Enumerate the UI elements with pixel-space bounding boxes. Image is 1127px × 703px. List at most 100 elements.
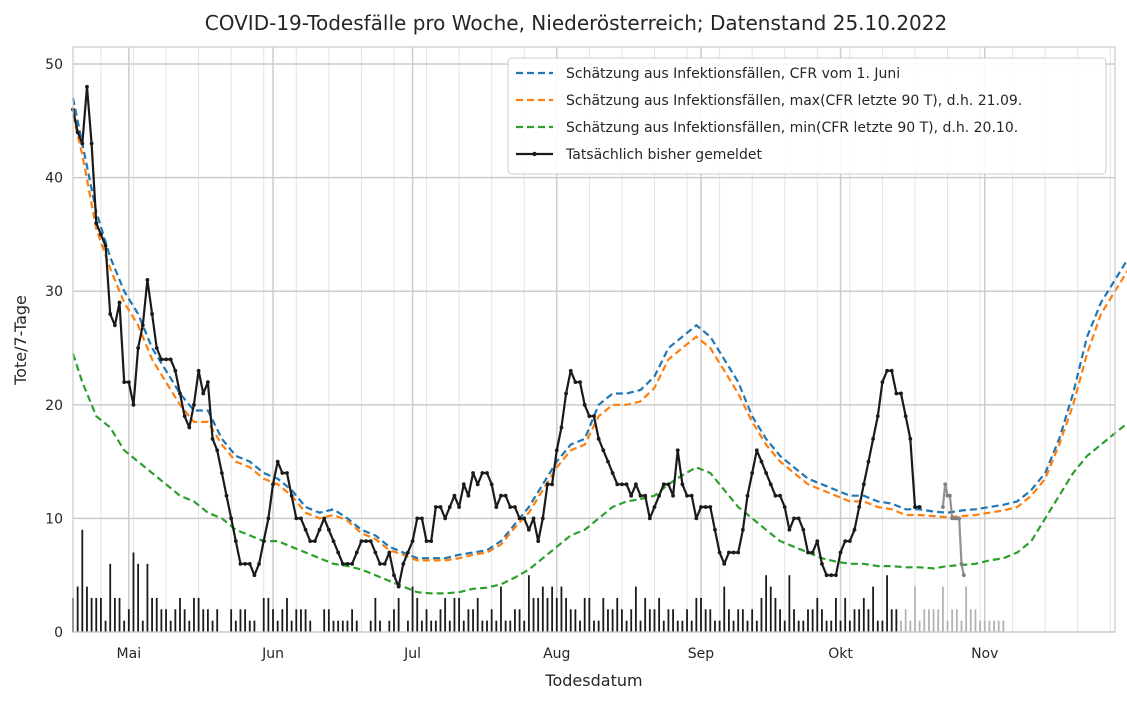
- series-point: [596, 436, 601, 441]
- daily-bar: [509, 620, 512, 632]
- daily-bar: [774, 597, 777, 632]
- daily-bar: [709, 609, 712, 632]
- daily-bar: [323, 609, 326, 632]
- daily-bar: [551, 586, 554, 632]
- series-point: [419, 516, 424, 521]
- daily-bar: [197, 597, 200, 632]
- series-point: [233, 539, 238, 544]
- daily-bar: [602, 597, 605, 632]
- daily-bar: [486, 620, 488, 632]
- daily-bar: [388, 620, 391, 632]
- daily-bar: [844, 597, 847, 632]
- daily-bar: [644, 597, 647, 632]
- daily-bars: [72, 529, 1005, 632]
- series-point: [429, 539, 434, 544]
- series-point: [727, 550, 731, 555]
- series-point: [871, 436, 876, 441]
- series-point: [219, 471, 224, 475]
- daily-bar: [500, 586, 502, 632]
- series-point: [773, 493, 778, 498]
- y-tick-label: 40: [45, 171, 63, 187]
- daily-bar: [95, 597, 98, 632]
- series-point: [503, 493, 508, 498]
- daily-bar: [923, 609, 926, 632]
- series-point: [736, 550, 741, 555]
- daily-bar: [76, 586, 79, 632]
- legend: Schätzung aus Infektionsfällen, CFR vom …: [507, 57, 1107, 175]
- daily-bar: [211, 620, 214, 632]
- series-point: [754, 448, 759, 453]
- daily-bar: [155, 597, 158, 632]
- daily-bar: [565, 597, 567, 632]
- series-point: [108, 312, 113, 316]
- series-point: [647, 516, 652, 521]
- series-point: [489, 482, 494, 487]
- daily-bar: [569, 609, 572, 632]
- series-point: [494, 505, 499, 509]
- daily-bar: [993, 620, 995, 632]
- daily-bar: [639, 620, 642, 632]
- series-point: [517, 516, 522, 521]
- daily-bar: [648, 609, 651, 632]
- series-point: [340, 561, 345, 566]
- daily-bar: [462, 620, 465, 632]
- daily-bar: [434, 620, 437, 632]
- series-point: [540, 516, 545, 521]
- series-point: [657, 493, 662, 498]
- series-point: [638, 493, 643, 498]
- series-point: [247, 561, 252, 566]
- series-point: [457, 505, 461, 509]
- daily-bar: [676, 620, 679, 632]
- daily-bar: [495, 620, 498, 632]
- daily-bar: [834, 597, 837, 632]
- y-tick-labels: 0 10 20 30 40 50: [45, 57, 63, 641]
- series-point: [294, 516, 299, 521]
- series-point: [810, 550, 815, 555]
- series-point: [592, 414, 596, 419]
- x-tick-label: Jul: [403, 646, 421, 662]
- series-point: [643, 493, 648, 498]
- series-point: [271, 482, 275, 487]
- series-point: [694, 516, 699, 521]
- series-point: [471, 471, 475, 475]
- daily-bar: [430, 620, 433, 632]
- daily-bar: [290, 620, 293, 632]
- series-point: [196, 368, 201, 373]
- daily-bar: [244, 609, 247, 632]
- daily-bar: [634, 586, 637, 632]
- series-point: [908, 436, 913, 441]
- daily-bar: [593, 620, 595, 632]
- daily-bar: [802, 620, 805, 632]
- series-point: [410, 539, 415, 544]
- series-point: [913, 505, 917, 509]
- daily-bar: [234, 620, 237, 632]
- y-tick-label: 20: [45, 398, 63, 414]
- series-point: [531, 516, 536, 521]
- daily-bar: [728, 609, 730, 632]
- series-point: [499, 493, 503, 498]
- daily-bar: [300, 609, 302, 632]
- daily-bar: [788, 575, 791, 632]
- series-point: [833, 573, 838, 578]
- series-point: [610, 471, 615, 475]
- series-point: [764, 471, 769, 475]
- series-point: [675, 448, 680, 453]
- x-tick-label: Nov: [971, 646, 998, 662]
- daily-bar: [514, 609, 516, 632]
- series-point: [554, 448, 559, 453]
- series-point: [368, 539, 373, 544]
- y-tick-label: 50: [45, 57, 63, 73]
- series-point: [885, 368, 889, 373]
- daily-bar: [100, 597, 102, 632]
- y-axis-label: Tote/7-Tage: [11, 295, 30, 386]
- series-point: [140, 323, 145, 328]
- daily-bar: [700, 597, 702, 632]
- daily-bar: [183, 609, 186, 632]
- daily-bar: [732, 620, 735, 632]
- series-point: [917, 505, 922, 509]
- series-point: [961, 573, 966, 578]
- legend-label: Schätzung aus Infektionsfällen, min(CFR …: [566, 120, 1018, 136]
- daily-bar: [555, 597, 558, 632]
- series-point: [312, 539, 317, 544]
- daily-bar: [132, 552, 135, 632]
